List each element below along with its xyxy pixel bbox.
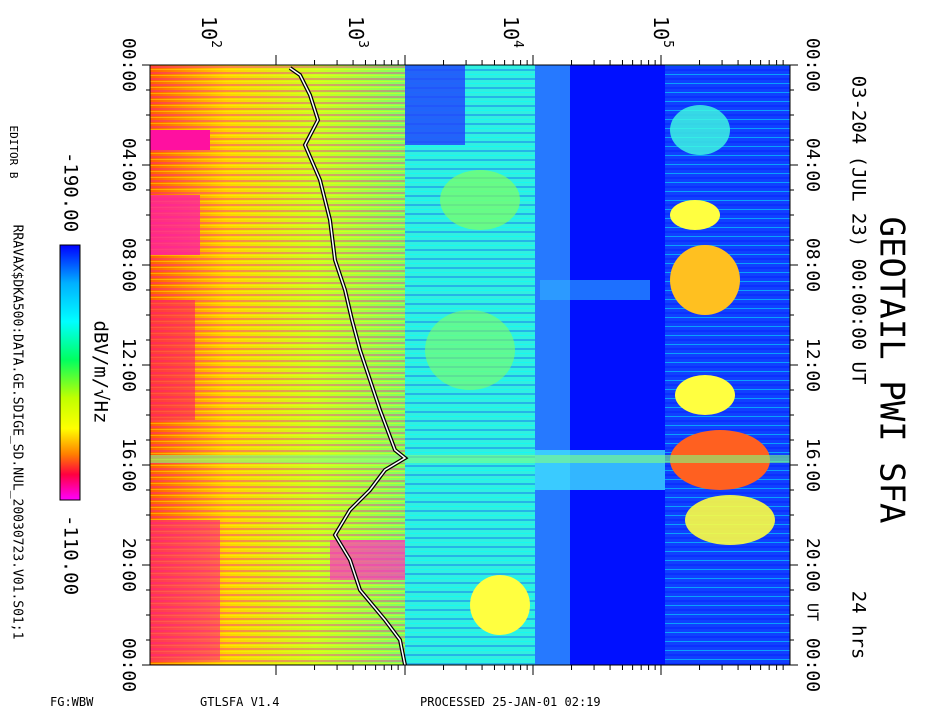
date: 03-204 (JUL 23) 00:00:00 UT [848, 76, 870, 385]
colorbar-unit: dBV/m/√Hz [90, 321, 112, 424]
time-tick-label: 08:00 [118, 238, 139, 292]
time-tick-label: 20:00 [118, 538, 139, 592]
time-tick-label: 12:00 [118, 338, 139, 392]
time-tick-label: 04:00 [118, 138, 139, 192]
time-tick-label: 20:00 [802, 538, 823, 592]
colorbar [59, 244, 81, 501]
file-name: RRAVAX$DKA500:DATA.GE.SDIGE_SD.NUL_20030… [10, 225, 25, 640]
title: GEOTAIL PWI SFA [872, 216, 912, 523]
duration: 24 hrs [848, 591, 870, 660]
frequency-tick-label: 104 [500, 16, 526, 48]
frequency-tick-label: 103 [345, 16, 371, 48]
frequency-exponent: 4 [511, 40, 526, 48]
editor: EDITOR B [7, 126, 20, 179]
tick-marks [142, 55, 798, 675]
time-tick-label: 00:00 [802, 38, 823, 92]
time-unit: UT [804, 603, 822, 621]
footer-processed: PROCESSED 25-JAN-01 02:19 [420, 695, 601, 709]
time-tick-label: 16:00 [118, 438, 139, 492]
colorbar-min: -190.00 [60, 152, 82, 232]
frequency-exponent: 2 [209, 40, 224, 48]
time-tick-label: 16:00 [802, 438, 823, 492]
frequency-exponent: 3 [356, 40, 371, 48]
spectrogram [150, 65, 790, 666]
frequency-base: 10 [198, 16, 222, 40]
frequency-base: 10 [345, 16, 369, 40]
frequency-exponent: 5 [661, 40, 676, 48]
colorbar-max: -110.00 [60, 515, 82, 595]
footer-fg: FG:WBW [50, 695, 94, 709]
frequency-tick-label: 105 [650, 16, 676, 48]
frequency-base: 10 [650, 16, 674, 40]
time-tick-label: 12:00 [802, 338, 823, 392]
time-tick-label: 00:00 [118, 38, 139, 92]
frequency-tick-label: 102 [198, 16, 224, 48]
frequency-base: 10 [500, 16, 524, 40]
time-tick-label: 00:00 [802, 638, 823, 692]
footer-program: GTLSFA V1.4 [200, 695, 279, 709]
time-tick-label: 04:00 [802, 138, 823, 192]
time-tick-label: 00:00 [118, 638, 139, 692]
time-tick-label: 08:00 [802, 238, 823, 292]
